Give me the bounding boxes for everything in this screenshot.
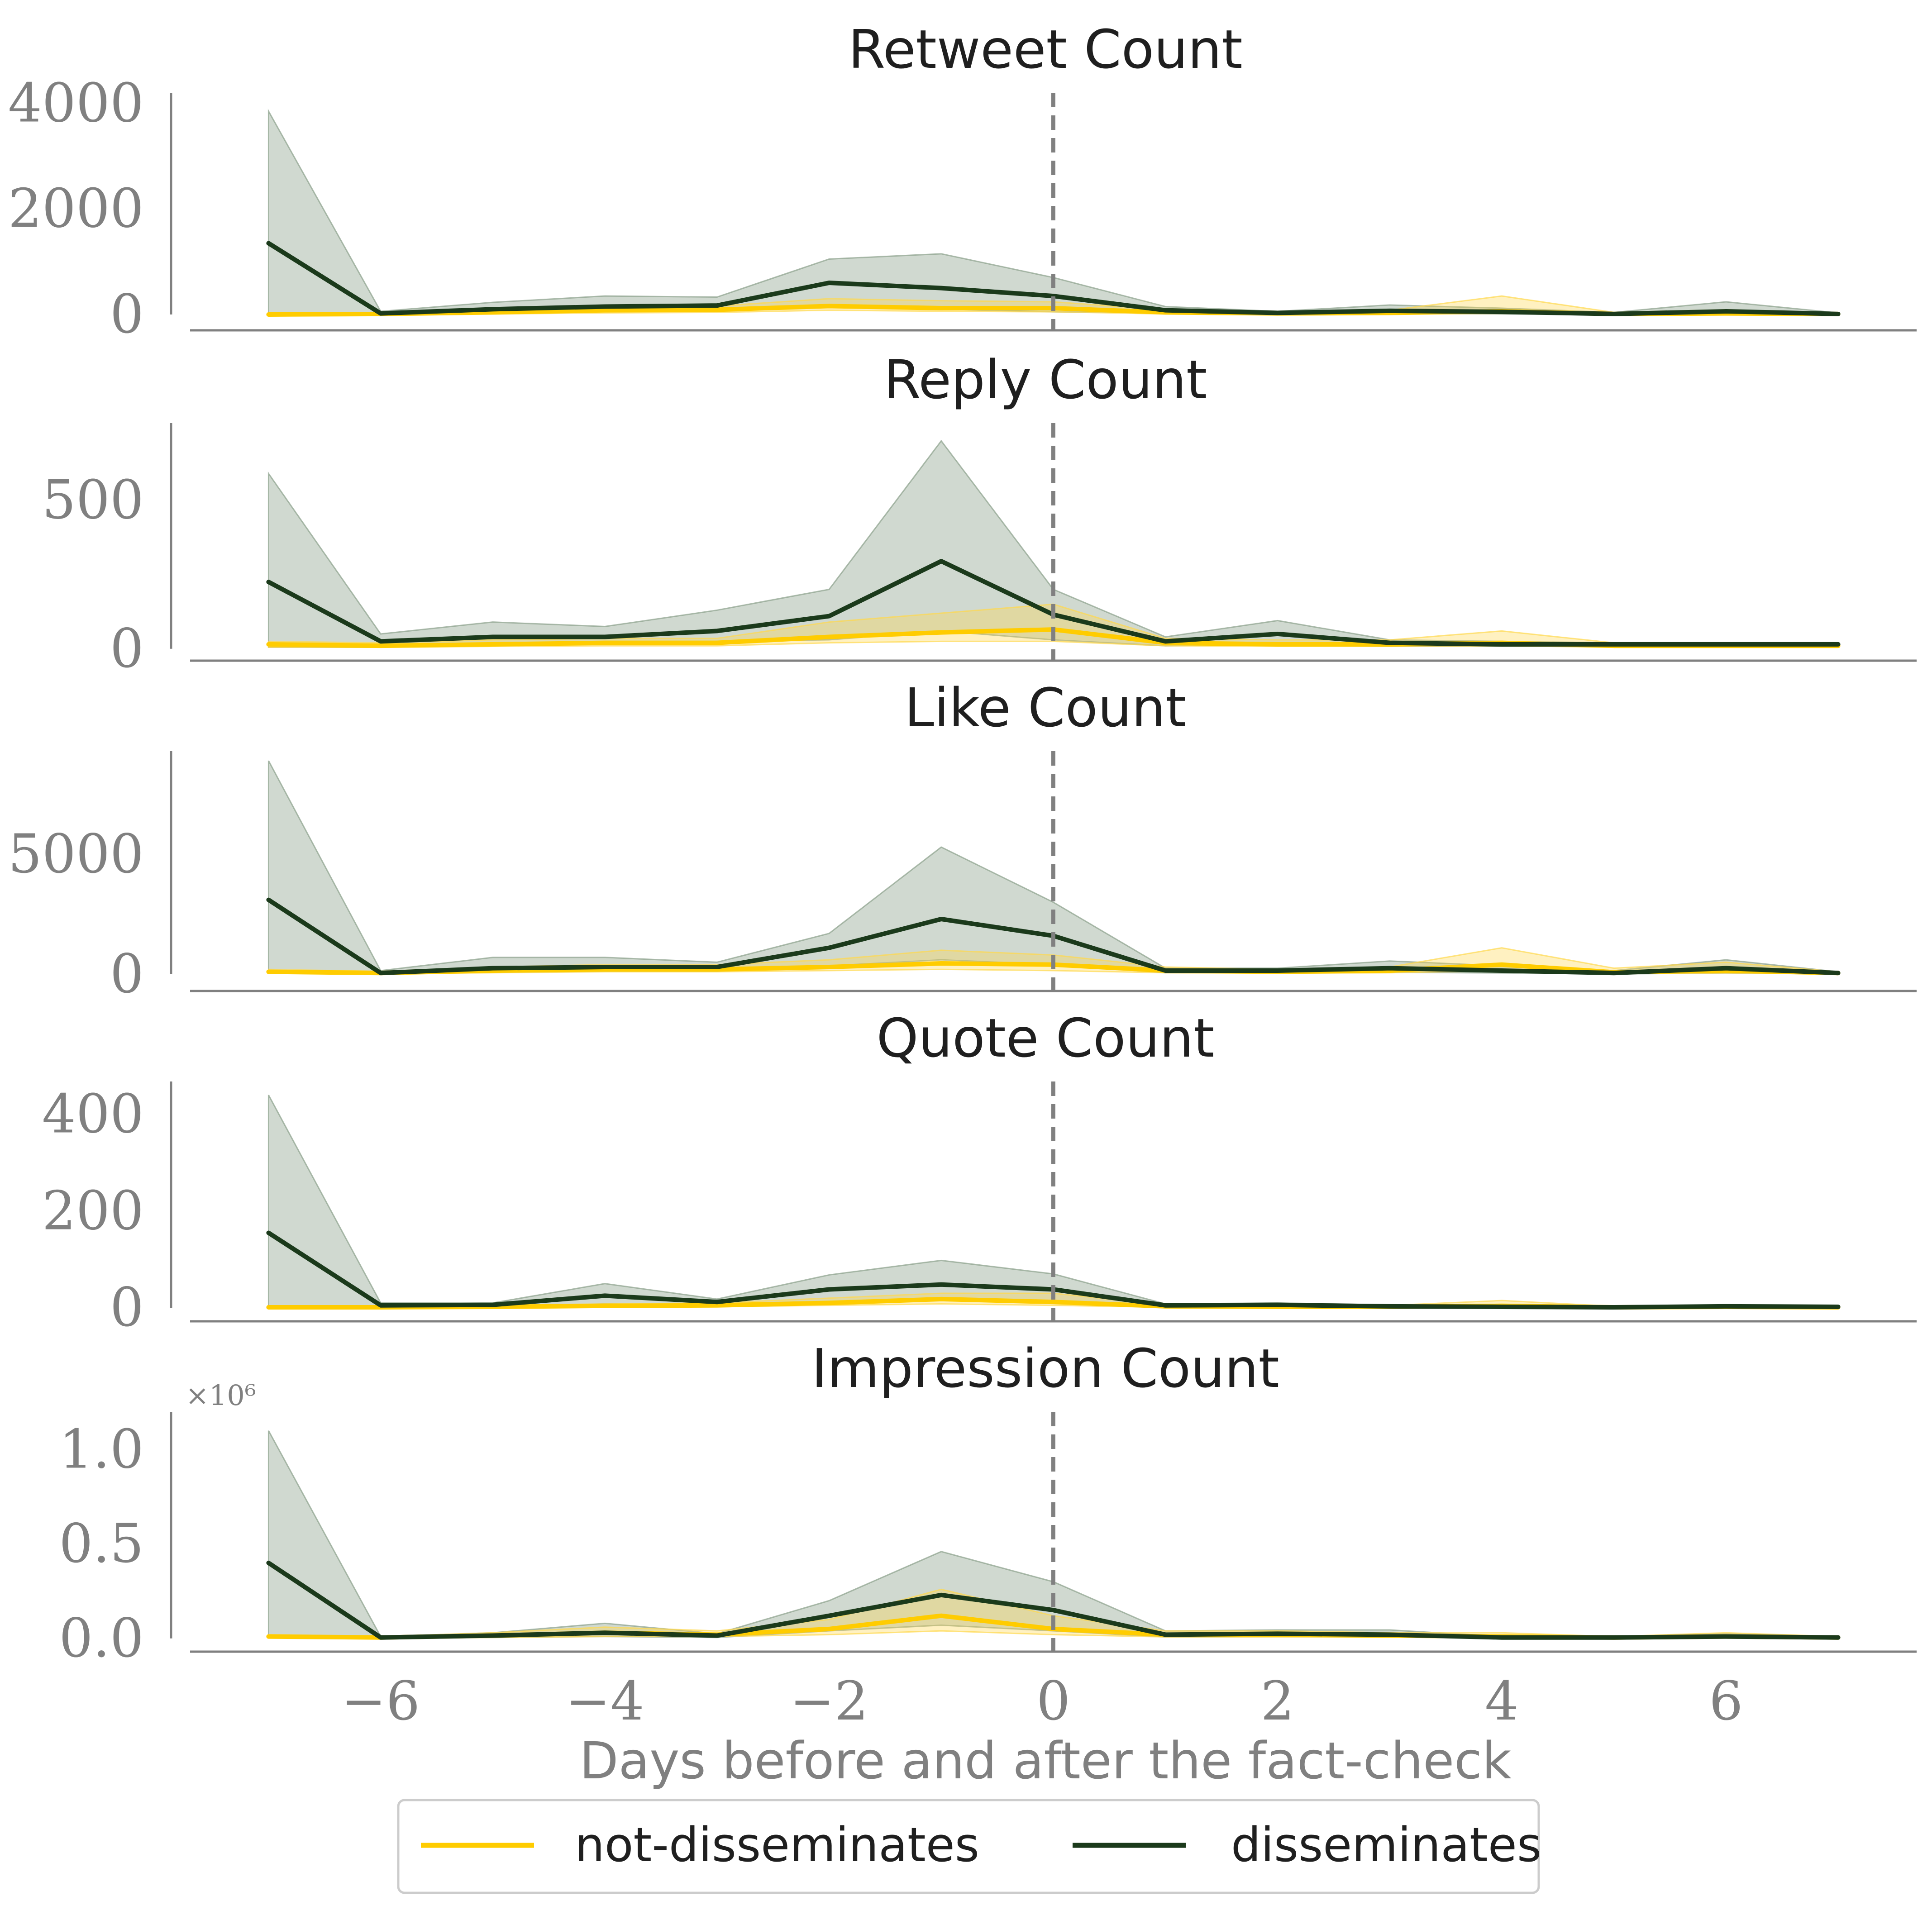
- legend-frame: [397, 1799, 1540, 1894]
- y-tick-label: 5000: [8, 823, 144, 885]
- subplot-4: Quote Count 0 200 400: [42, 1007, 1917, 1339]
- y-tick-label: 0: [110, 1276, 144, 1339]
- subplot-1: Retweet Count 0 2000 4000: [8, 18, 1917, 345]
- subplot-title: Retweet Count: [848, 18, 1242, 81]
- y-tick-label: 0: [110, 617, 144, 680]
- x-tick-label: −2: [790, 1670, 868, 1732]
- y-tick-label: 0.0: [59, 1607, 144, 1669]
- y-tick-label: 0.5: [59, 1512, 144, 1575]
- y-tick-label: 500: [42, 469, 144, 531]
- subplot-3: Like Count 0 5000: [8, 676, 1917, 1005]
- y-exponent-label: ×10⁶: [186, 1379, 256, 1412]
- legend-label-not-disseminates: not-disseminates: [575, 1817, 979, 1872]
- y-tick-label: 1.0: [59, 1418, 144, 1480]
- series-line-disseminates: [266, 241, 1841, 316]
- y-tick-label: 4000: [8, 71, 144, 134]
- legend: not-disseminates disseminates: [397, 1799, 1541, 1894]
- subplot-title: Reply Count: [884, 348, 1207, 411]
- x-tick-label: 4: [1485, 1670, 1519, 1732]
- y-tick-label: 200: [42, 1179, 144, 1242]
- subplot-2: Reply Count 0 500: [42, 348, 1917, 680]
- subplot-title: Quote Count: [877, 1007, 1215, 1069]
- series-line-disseminates: [266, 1560, 1841, 1640]
- subplot-title: Like Count: [904, 676, 1186, 739]
- y-tick-label: 0: [110, 283, 144, 345]
- subplot-5: Impression Count 0.0 0.5 1.0 ×10⁶ −6 −4 −2 0 2 4 6: [59, 1337, 1917, 1732]
- y-tick-label: 2000: [8, 177, 144, 240]
- x-tick-label: 6: [1709, 1670, 1743, 1732]
- legend-label-disseminates: disseminates: [1231, 1817, 1541, 1872]
- x-tick-label: −4: [566, 1670, 644, 1732]
- x-tick-label: 0: [1036, 1670, 1070, 1732]
- x-tick-label: 2: [1260, 1670, 1294, 1732]
- x-tick-label: −6: [341, 1670, 420, 1732]
- y-tick-label: 0: [110, 943, 144, 1005]
- subplot-title: Impression Count: [811, 1337, 1279, 1400]
- x-axis-label: Days before and after the fact-check: [579, 1732, 1511, 1791]
- y-tick-label: 400: [42, 1083, 144, 1145]
